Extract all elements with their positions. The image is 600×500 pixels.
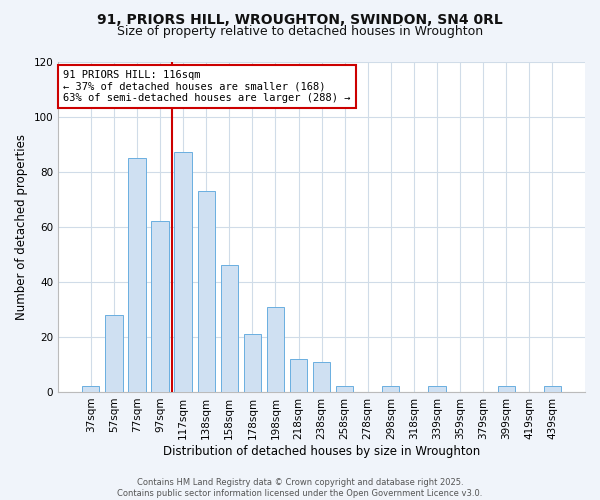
Text: 91, PRIORS HILL, WROUGHTON, SWINDON, SN4 0RL: 91, PRIORS HILL, WROUGHTON, SWINDON, SN4… — [97, 12, 503, 26]
Bar — [105, 315, 122, 392]
Text: 91 PRIORS HILL: 116sqm
← 37% of detached houses are smaller (168)
63% of semi-de: 91 PRIORS HILL: 116sqm ← 37% of detached… — [64, 70, 351, 103]
Bar — [244, 334, 261, 392]
Bar — [313, 362, 330, 392]
Bar — [544, 386, 561, 392]
Bar — [151, 221, 169, 392]
Text: Contains HM Land Registry data © Crown copyright and database right 2025.
Contai: Contains HM Land Registry data © Crown c… — [118, 478, 482, 498]
Bar — [197, 191, 215, 392]
X-axis label: Distribution of detached houses by size in Wroughton: Distribution of detached houses by size … — [163, 444, 480, 458]
Bar — [382, 386, 400, 392]
Bar — [336, 386, 353, 392]
Bar — [290, 359, 307, 392]
Y-axis label: Number of detached properties: Number of detached properties — [15, 134, 28, 320]
Bar — [221, 266, 238, 392]
Bar — [497, 386, 515, 392]
Bar — [175, 152, 192, 392]
Text: Size of property relative to detached houses in Wroughton: Size of property relative to detached ho… — [117, 25, 483, 38]
Bar — [267, 306, 284, 392]
Bar — [428, 386, 446, 392]
Bar — [82, 386, 100, 392]
Bar — [128, 158, 146, 392]
